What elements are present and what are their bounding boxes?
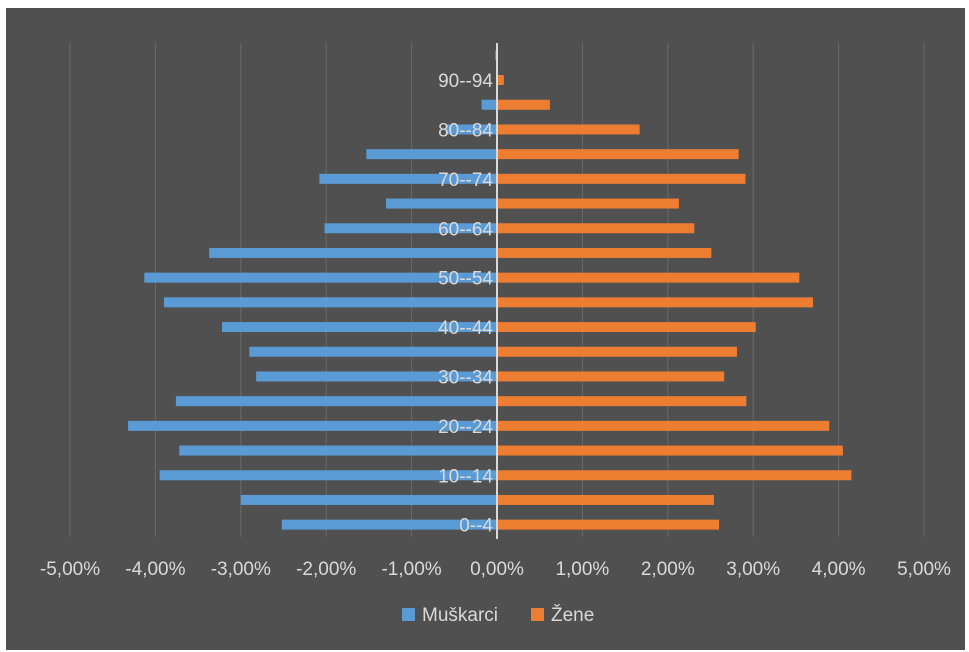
x-tick-label: 5,00% bbox=[897, 559, 951, 580]
bar-zene bbox=[497, 420, 830, 431]
x-tick-label: 1,00% bbox=[555, 559, 609, 580]
category-label: 30--34 bbox=[438, 367, 493, 388]
bar-muskarci bbox=[481, 99, 497, 110]
category-label: 20--24 bbox=[438, 417, 493, 438]
bar-muskarci bbox=[249, 346, 497, 357]
bar-zene bbox=[497, 322, 756, 333]
bar-zene bbox=[497, 272, 800, 283]
bar-muskarci bbox=[175, 396, 497, 407]
bar-muskarci bbox=[144, 272, 497, 283]
bar-muskarci bbox=[159, 470, 498, 481]
bar-muskarci bbox=[385, 198, 497, 209]
bar-zene bbox=[497, 396, 747, 407]
bar-muskarci bbox=[163, 297, 497, 308]
bar-zene bbox=[497, 173, 746, 184]
x-tick-label: 3,00% bbox=[726, 559, 780, 580]
bar-muskarci bbox=[240, 494, 498, 505]
x-tick-label: -5,00% bbox=[40, 559, 100, 580]
category-label: 80--84 bbox=[438, 120, 493, 141]
bar-zene bbox=[497, 198, 679, 209]
bar-muskarci bbox=[179, 445, 497, 456]
category-label: 0--4 bbox=[459, 516, 493, 537]
bar-zene bbox=[497, 149, 739, 160]
category-label: 60--64 bbox=[438, 219, 493, 240]
population-pyramid-chart: -5,00% -4,00% -3,00% -2,00% -1,00% 0,00% 1,00%… bbox=[40, 43, 951, 626]
x-tick-label: 4,00% bbox=[812, 559, 866, 580]
x-tick-label: 2,00% bbox=[641, 559, 695, 580]
bar-zene bbox=[497, 99, 550, 110]
x-tick-label: -1,00% bbox=[381, 559, 441, 580]
x-tick-label: -3,00% bbox=[211, 559, 271, 580]
category-label: 40--44 bbox=[438, 318, 493, 339]
bar-muskarci bbox=[128, 420, 497, 431]
bar-muskarci bbox=[281, 519, 497, 530]
x-tick-label: -2,00% bbox=[296, 559, 356, 580]
bar-muskarci bbox=[319, 173, 497, 184]
bar-zene bbox=[497, 346, 737, 357]
legend: Muškarci Žene bbox=[402, 604, 594, 626]
legend-label-muskarci: Muškarci bbox=[422, 605, 498, 626]
bar-muskarci bbox=[256, 371, 497, 382]
bar-zene bbox=[497, 223, 695, 234]
bar-muskarci bbox=[366, 149, 497, 160]
legend-swatch-zene bbox=[531, 608, 544, 621]
category-label: 50--54 bbox=[438, 269, 493, 290]
bar-zene bbox=[497, 124, 640, 135]
bar-zene bbox=[497, 371, 725, 382]
bar-muskarci bbox=[324, 223, 497, 234]
bar-zene bbox=[497, 75, 504, 86]
bar-zene bbox=[497, 297, 813, 308]
bar-zene bbox=[497, 494, 714, 505]
category-label: 70--74 bbox=[438, 170, 493, 191]
legend-label-zene: Žene bbox=[551, 604, 594, 626]
x-tick-label: 0,00% bbox=[470, 559, 524, 580]
legend-swatch-muskarci bbox=[402, 608, 415, 621]
x-tick-label: -4,00% bbox=[125, 559, 185, 580]
labels: -5,00% -4,00% -3,00% -2,00% -1,00% 0,00% 1,00%… bbox=[40, 71, 951, 580]
bar-zene bbox=[497, 445, 843, 456]
bar-zene bbox=[497, 470, 852, 481]
category-label: 90--94 bbox=[438, 71, 493, 92]
bar-muskarci bbox=[445, 124, 497, 135]
bar-zene bbox=[497, 519, 720, 530]
chart-area: -5,00% -4,00% -3,00% -2,00% -1,00% 0,00% 1,00%… bbox=[6, 8, 965, 650]
bar-muskarci bbox=[209, 247, 497, 258]
category-label: 10--14 bbox=[438, 466, 493, 487]
bar-zene bbox=[497, 247, 712, 258]
bar-muskarci bbox=[222, 322, 497, 333]
bars bbox=[128, 50, 852, 530]
